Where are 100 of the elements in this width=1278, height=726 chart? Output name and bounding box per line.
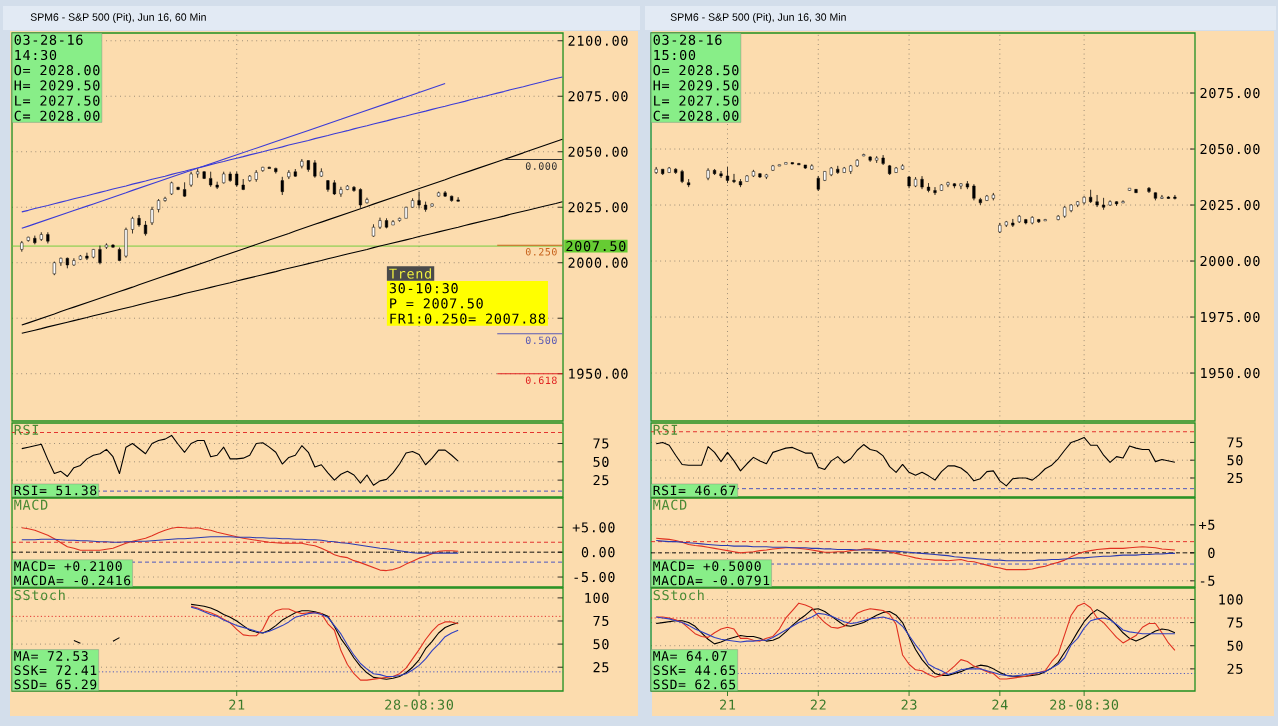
candlestick bbox=[183, 182, 187, 198]
candlestick bbox=[667, 166, 671, 174]
candlestick bbox=[1069, 203, 1073, 213]
annotation: 03-28-16 bbox=[653, 34, 722, 45]
candlestick bbox=[1076, 200, 1080, 208]
candlestick bbox=[680, 169, 684, 184]
candlestick bbox=[306, 159, 310, 172]
chart-title: SPM6 - S&P 500 (Pit), Jun 16, 30 Min bbox=[670, 13, 846, 23]
candlestick bbox=[978, 197, 982, 206]
candlestick bbox=[1030, 215, 1034, 225]
chart-title: RSI bbox=[653, 424, 678, 435]
candlestick bbox=[1037, 218, 1041, 224]
candlestick bbox=[332, 179, 336, 196]
y-tick-label: 50 bbox=[593, 456, 609, 467]
candlestick bbox=[1160, 194, 1164, 200]
annotation: 30-10:30 bbox=[389, 283, 458, 294]
candlestick bbox=[965, 180, 969, 190]
candlestick bbox=[85, 252, 89, 261]
candlestick bbox=[1024, 218, 1028, 225]
annotation: H= 2029.50 bbox=[653, 80, 739, 91]
candlestick bbox=[1153, 192, 1157, 201]
annotation: SSK= 72.41 bbox=[14, 665, 97, 676]
candlestick bbox=[907, 175, 911, 189]
candlestick bbox=[751, 169, 755, 178]
candlestick bbox=[274, 167, 278, 174]
candlestick bbox=[849, 164, 853, 175]
annotation: FR1:0.250= 2007.88 bbox=[390, 313, 546, 324]
y-tick-label: 0 bbox=[1208, 547, 1215, 558]
candlestick bbox=[241, 178, 245, 191]
candlestick bbox=[319, 168, 323, 178]
candlestick bbox=[157, 198, 161, 213]
candlestick bbox=[745, 174, 749, 182]
y-tick-label: 100 bbox=[1219, 594, 1243, 605]
chart-title: SStoch bbox=[14, 589, 65, 601]
candlestick bbox=[836, 165, 840, 175]
annotation: MA= 64.07 bbox=[653, 651, 727, 661]
candlestick bbox=[868, 155, 872, 163]
candlestick bbox=[1102, 197, 1106, 210]
annotation: MACDA= -0.2416 bbox=[14, 575, 131, 586]
candlestick bbox=[764, 173, 768, 180]
y-tick-label: 25 bbox=[1227, 663, 1243, 674]
x-tick-label: 21 bbox=[229, 699, 245, 710]
candlestick bbox=[65, 257, 69, 269]
annotation: 03-28-16 bbox=[14, 34, 83, 45]
candlestick bbox=[215, 181, 219, 190]
candlestick bbox=[20, 240, 24, 252]
candlestick bbox=[437, 191, 441, 198]
candlestick bbox=[1017, 214, 1021, 224]
y-tick-label: 2050.00 bbox=[568, 146, 628, 157]
candlestick bbox=[1082, 196, 1086, 205]
y-tick-label: 25 bbox=[593, 662, 609, 673]
candlestick bbox=[713, 168, 717, 176]
y-tick-label: 2075.00 bbox=[1200, 87, 1260, 99]
candlestick bbox=[674, 168, 678, 175]
candlestick bbox=[326, 179, 330, 192]
candlestick bbox=[661, 168, 665, 176]
series-label: 0.000 bbox=[525, 162, 557, 170]
candlestick bbox=[829, 166, 833, 177]
x-tick-label: 24 bbox=[992, 699, 1008, 710]
candlestick bbox=[417, 191, 421, 209]
candlestick bbox=[920, 175, 924, 190]
candlestick bbox=[1166, 196, 1170, 200]
candlestick bbox=[1173, 194, 1177, 200]
candlestick bbox=[365, 197, 369, 204]
candlestick bbox=[124, 227, 128, 258]
candlestick bbox=[926, 182, 931, 193]
candlestick bbox=[810, 164, 814, 171]
annotation: MA= 72.53 bbox=[14, 651, 88, 661]
y-tick-label: 25 bbox=[593, 475, 609, 486]
candlestick bbox=[1115, 200, 1119, 207]
candlestick bbox=[1147, 186, 1151, 194]
candlestick bbox=[202, 170, 206, 180]
candlestick bbox=[404, 206, 408, 219]
candlestick bbox=[875, 155, 879, 164]
chart-title: RSI bbox=[14, 424, 39, 435]
chart-title: MACD bbox=[653, 499, 687, 510]
candlestick bbox=[72, 258, 76, 267]
candlestick bbox=[654, 166, 658, 175]
candlestick bbox=[732, 173, 736, 184]
candlestick bbox=[111, 244, 115, 248]
candlestick bbox=[26, 236, 30, 242]
annotation: MACD= +0.5000 bbox=[653, 561, 761, 572]
y-tick-label: -5 bbox=[1200, 575, 1215, 586]
annotation: Trend bbox=[389, 268, 431, 279]
candlestick bbox=[254, 169, 258, 182]
x-tick-label: 28-08:30 bbox=[385, 699, 454, 710]
x-tick-label: 21 bbox=[720, 699, 736, 710]
candlestick bbox=[687, 178, 691, 188]
candlestick bbox=[59, 257, 63, 267]
candlestick bbox=[78, 254, 82, 261]
candlestick bbox=[261, 166, 265, 172]
x-tick-label: 22 bbox=[810, 699, 826, 710]
candlestick bbox=[358, 188, 363, 208]
annotation: RSI= 51.38 bbox=[14, 485, 97, 496]
y-tick-label: 75 bbox=[1227, 617, 1243, 628]
annotation: L= 2027.50 bbox=[654, 95, 739, 106]
annotation: O= 2028.00 bbox=[14, 65, 100, 76]
candlestick bbox=[137, 214, 141, 228]
candlestick bbox=[391, 219, 395, 226]
candlestick bbox=[189, 171, 193, 188]
